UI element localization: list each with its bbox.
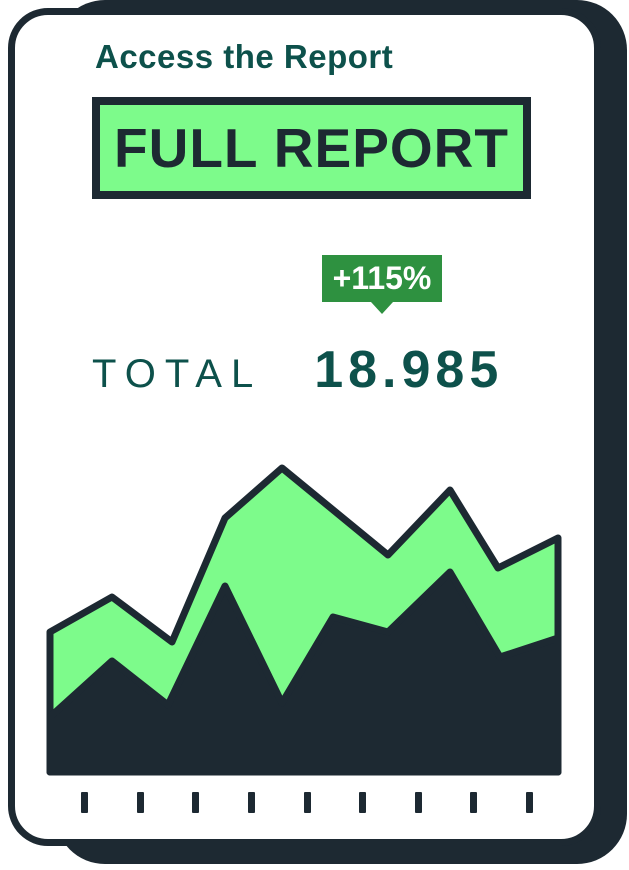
x-axis-tick (359, 792, 367, 813)
total-row: TOTAL 18.985 (92, 340, 503, 400)
full-report-button[interactable]: FULL REPORT (92, 97, 531, 199)
x-axis-tick (303, 792, 311, 813)
x-axis-tick (247, 792, 255, 813)
x-axis-tick (81, 792, 88, 813)
x-axis-tick (526, 792, 533, 813)
x-axis-tick (470, 792, 478, 813)
stacked-area-chart-svg (46, 464, 562, 776)
full-report-button-label: FULL REPORT (114, 117, 509, 179)
report-card: Access the Report FULL REPORT +115% TOTA… (8, 8, 601, 846)
area-series-primary-volume (46, 568, 562, 776)
total-value: 18.985 (314, 341, 504, 399)
x-axis-tick (192, 792, 200, 813)
total-label: TOTAL (92, 352, 263, 396)
stacked-area-chart (46, 462, 562, 776)
badge-pointer-icon (371, 302, 393, 314)
x-axis-tick (414, 792, 422, 813)
x-axis-ticks (81, 792, 533, 813)
page-title: Access the Report (95, 38, 394, 75)
growth-badge: +115% (322, 255, 442, 302)
growth-badge-label: +115% (332, 260, 432, 296)
x-axis-tick (136, 792, 144, 813)
